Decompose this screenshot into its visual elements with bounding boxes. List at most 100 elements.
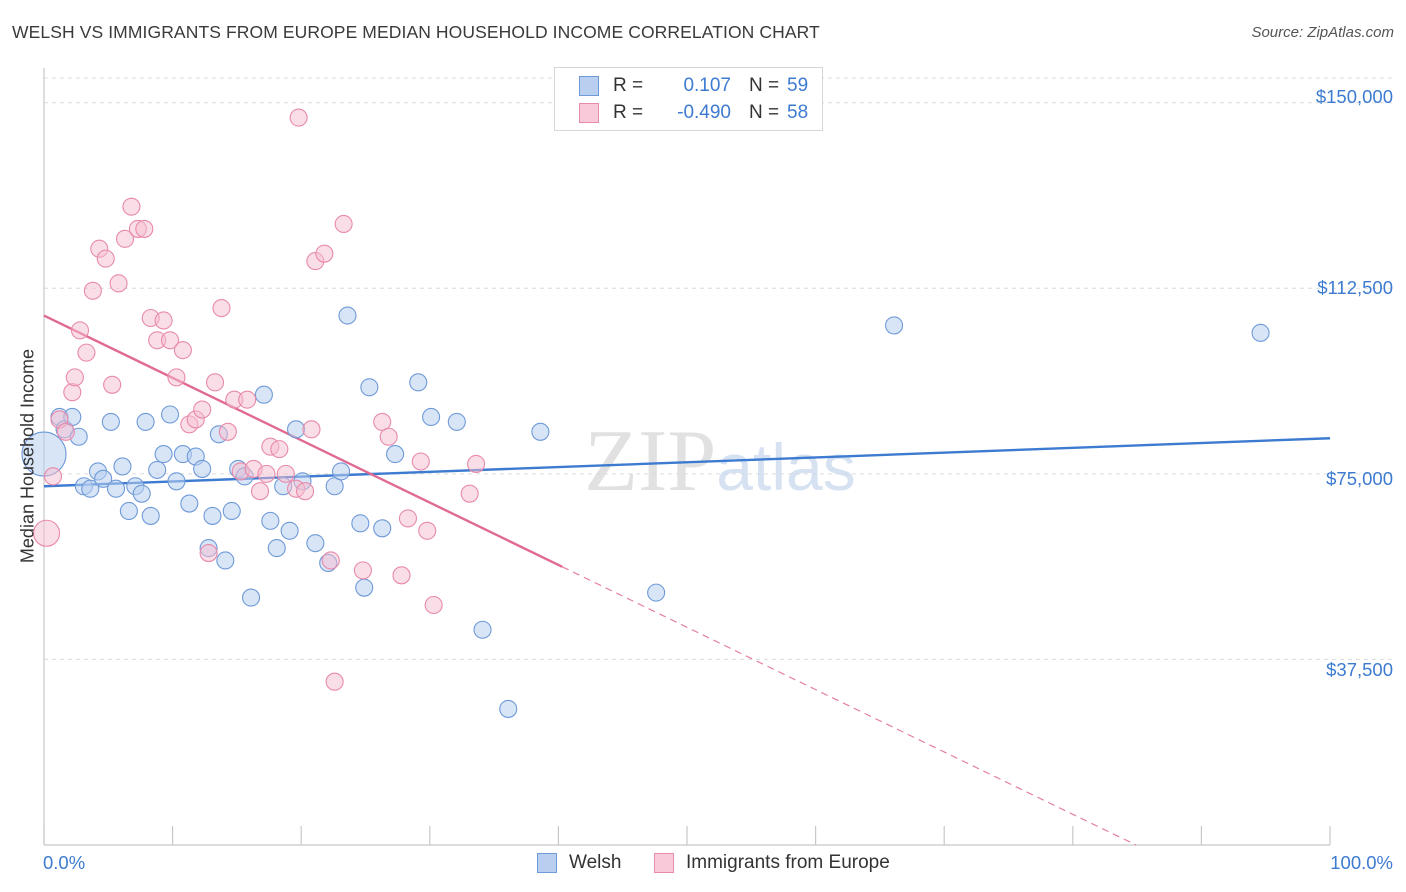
immigrants-point (122, 197, 141, 216)
welsh-point (261, 511, 280, 530)
immigrants-trend-extension (561, 566, 1137, 846)
immigrants-point (257, 464, 276, 483)
immigrants-point (212, 299, 231, 318)
immigrants-point (65, 368, 84, 387)
welsh-trend-line (43, 437, 1331, 488)
immigrants-point (103, 375, 122, 394)
immigrants-point (218, 422, 237, 441)
n-label: N = (749, 102, 780, 123)
y-axis-label: Median Household Income (17, 348, 38, 564)
welsh-point (81, 479, 100, 498)
immigrants-point (418, 521, 437, 540)
immigrants-point (334, 214, 353, 234)
legend-item-welsh: Welsh (537, 852, 621, 874)
immigrants-point (205, 373, 225, 392)
n-label: N = (749, 75, 780, 96)
gridlines (44, 77, 1394, 660)
axes (43, 68, 1331, 846)
welsh-point (422, 407, 441, 427)
immigrants-point (238, 390, 257, 409)
immigrants-point (325, 672, 344, 691)
welsh-point (216, 551, 235, 570)
immigrants-point (135, 219, 154, 238)
immigrants-point (276, 464, 295, 483)
immigrants-point (115, 229, 135, 248)
immigrants-point (193, 400, 212, 419)
x-tick-label-max: 100.0% (1330, 852, 1393, 873)
series-legend: Welsh Immigrants from Europe (0, 852, 1406, 878)
y-tick-label: $75,000 (1326, 468, 1393, 489)
immigrants-point (199, 543, 218, 563)
y-tick-label: $112,500 (1317, 277, 1393, 298)
welsh-point (136, 412, 155, 431)
n-value: 58 (787, 102, 809, 123)
welsh-point (141, 506, 160, 525)
welsh-point (280, 521, 299, 540)
immigrants-point (250, 482, 270, 501)
welsh-point (447, 412, 466, 431)
welsh-point (338, 306, 357, 325)
welsh-point (267, 539, 286, 558)
chart-title: WELSH VS IMMIGRANTS FROM EUROPE MEDIAN H… (12, 22, 820, 42)
immigrants-point (270, 440, 289, 459)
welsh-point (386, 445, 405, 464)
immigrants-point (411, 452, 430, 471)
immigrants-point (424, 595, 443, 615)
immigrants-point (379, 427, 398, 446)
r-label: R = (613, 75, 644, 96)
source-label: Source: ZipAtlas.com (1251, 24, 1394, 41)
immigrants-point (460, 484, 479, 503)
welsh-point (193, 459, 212, 478)
immigrants-point (315, 244, 334, 263)
immigrants-point (167, 368, 186, 387)
legend-row-welsh: R = 0.107 N = 59 (579, 73, 808, 99)
r-value: 0.107 (683, 75, 731, 96)
immigrants-point (63, 383, 82, 402)
welsh-point (332, 462, 351, 481)
legend-item-immigrants: Immigrants from Europe (654, 852, 890, 874)
immigrants-point (289, 108, 308, 127)
welsh-point (101, 412, 120, 431)
immigrants-points (33, 108, 486, 691)
welsh-point (113, 457, 132, 476)
welsh-point (355, 578, 374, 597)
n-value: 59 (787, 75, 809, 96)
immigrants-point (467, 454, 486, 474)
welsh-point (119, 501, 138, 521)
welsh-swatch (579, 76, 599, 96)
immigrants-point (302, 420, 321, 439)
welsh-point (94, 469, 113, 488)
welsh-point (241, 588, 261, 607)
welsh-point (154, 445, 173, 464)
welsh-point (160, 405, 180, 424)
welsh-point (148, 460, 167, 479)
immigrants-point (96, 249, 115, 268)
welsh-point (531, 422, 550, 441)
immigrants-point (56, 422, 75, 441)
welsh-point (1251, 323, 1270, 342)
immigrants-point (33, 519, 61, 547)
immigrants-point (154, 311, 173, 330)
welsh-point (132, 484, 151, 503)
welsh-point (306, 534, 325, 553)
immigrants-swatch (654, 853, 674, 873)
immigrants-point (160, 331, 180, 350)
welsh-points (21, 306, 1270, 718)
stats-legend: R = 0.107 N = 59 R = -0.490 N = 58 (554, 67, 823, 131)
y-tick-label: $37,500 (1326, 659, 1393, 680)
immigrants-swatch (579, 103, 599, 123)
immigrants-point (83, 281, 102, 300)
legend-row-immigrants: R = -0.490 N = 58 (579, 100, 808, 126)
immigrants-point (43, 467, 63, 486)
legend-label: Welsh (569, 852, 622, 873)
welsh-point (287, 420, 306, 439)
x-tick-label-min: 0.0% (43, 852, 86, 873)
welsh-swatch (537, 853, 557, 873)
immigrants-point (109, 274, 128, 293)
welsh-point (203, 506, 222, 525)
welsh-point (180, 494, 199, 513)
welsh-point (222, 501, 241, 521)
welsh-point (647, 583, 666, 602)
watermark: ZIPatlas (584, 413, 855, 510)
welsh-point (884, 316, 904, 335)
